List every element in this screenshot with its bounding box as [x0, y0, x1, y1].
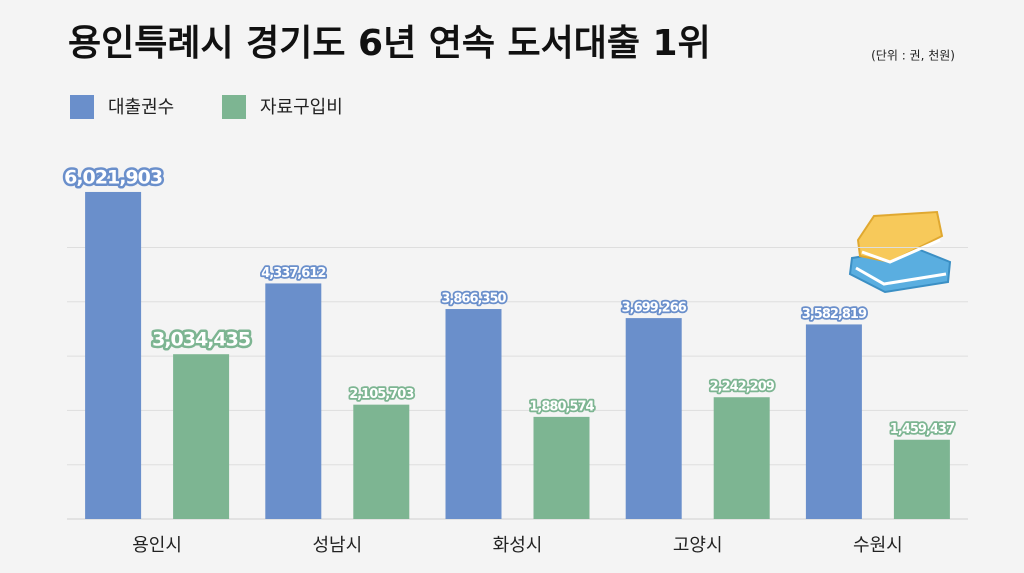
bar [173, 354, 230, 519]
value-label: 1,459,437 [890, 422, 955, 437]
legend-swatch [70, 95, 94, 119]
value-label: 3,582,819 [802, 307, 867, 322]
bar [533, 416, 590, 519]
value-label: 3,699,266 [622, 301, 687, 316]
book-icon [848, 210, 952, 294]
value-label: 4,337,612 [261, 266, 325, 281]
bar [893, 439, 950, 519]
legend-label: 자료구입비 [260, 97, 343, 118]
value-label: 3,866,350 [441, 292, 506, 307]
chart-title: 용인특례시 경기도 6년 연속 도서대출 1위 [68, 23, 711, 64]
bar [713, 397, 770, 519]
value-label: 2,242,209 [710, 380, 775, 395]
bar [265, 283, 322, 519]
legend-label: 대출권수 [108, 97, 174, 118]
x-tick-label: 화성시 [493, 535, 543, 556]
bar [625, 318, 682, 519]
value-label: 1,880,574 [529, 399, 594, 414]
value-label: 3,034,435 [152, 329, 250, 351]
value-label: 6,021,903 [64, 166, 162, 188]
bar [85, 191, 142, 519]
bar [445, 309, 502, 519]
x-tick-label: 성남시 [312, 535, 362, 556]
x-tick-label: 고양시 [673, 535, 723, 556]
unit-note: (단위 : 권, 천원) [871, 48, 955, 63]
bar [353, 404, 410, 519]
value-label: 2,105,703 [349, 387, 414, 402]
bar [805, 324, 862, 519]
x-tick-label: 용인시 [132, 535, 182, 556]
x-tick-label: 수원시 [853, 535, 903, 556]
legend-swatch [222, 95, 246, 119]
